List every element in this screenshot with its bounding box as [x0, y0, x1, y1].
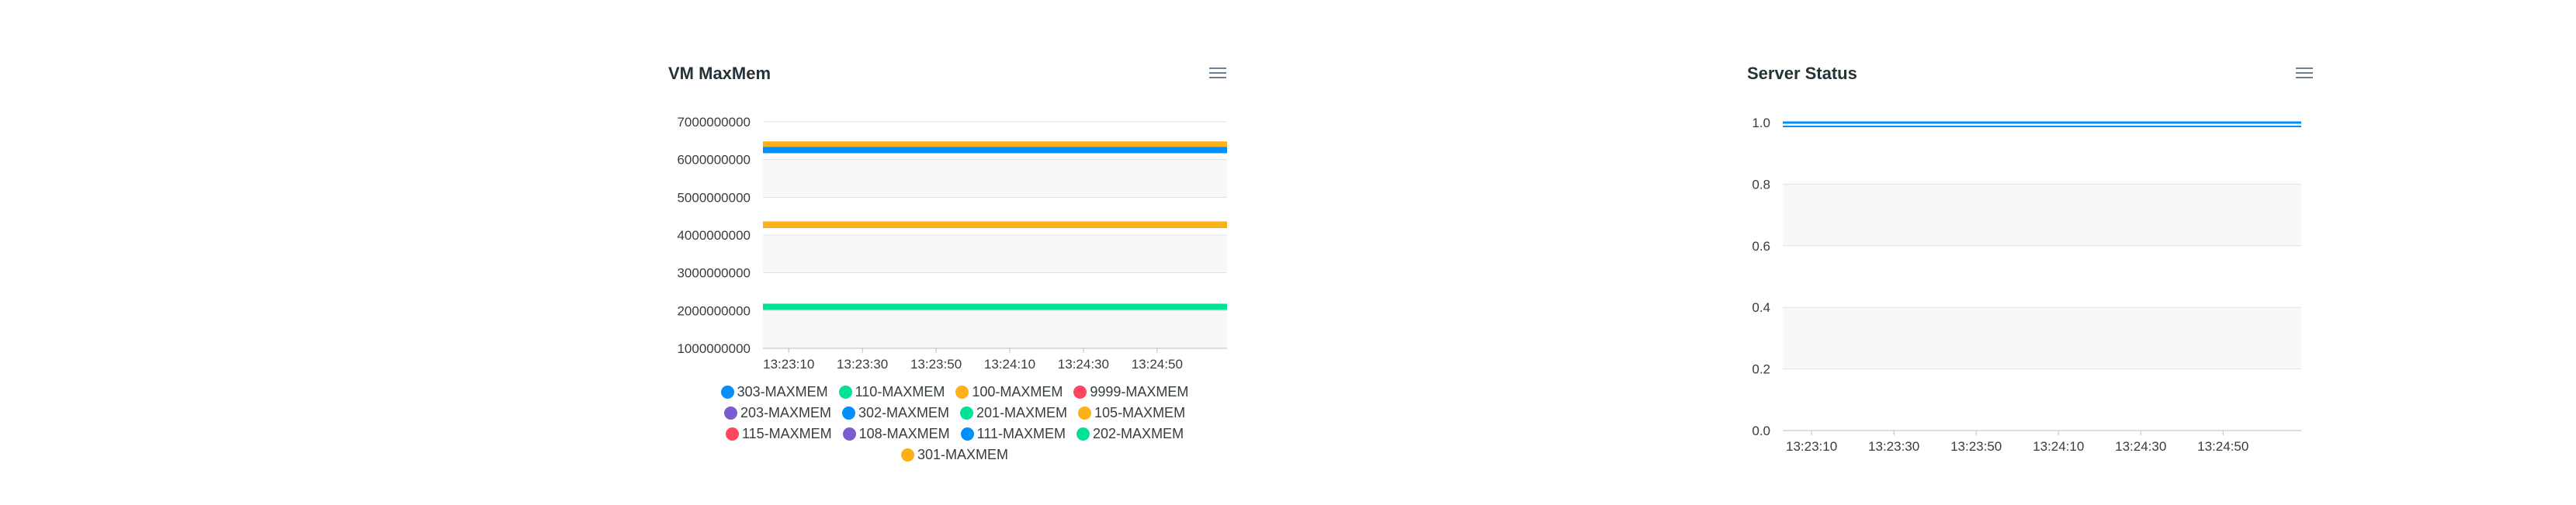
- y-tick-label: 4000000000: [677, 228, 751, 243]
- legend-marker-icon: [960, 406, 973, 420]
- legend-item[interactable]: 201-MAXMEM: [960, 403, 1067, 424]
- grid-band: [763, 235, 1227, 273]
- legend-item[interactable]: 302-MAXMEM: [841, 403, 949, 424]
- grid-band: [763, 310, 1227, 348]
- legend-label: 111-MAXMEM: [976, 426, 1066, 441]
- hamburger-menu-icon[interactable]: [1209, 67, 1226, 80]
- legend-marker-icon: [1073, 386, 1087, 399]
- y-tick-label: 0.4: [1752, 300, 1770, 315]
- x-tick-label: 13:23:10: [763, 357, 814, 372]
- legend-marker-icon: [960, 427, 974, 441]
- legend-item[interactable]: 9999-MAXMEM: [1073, 382, 1188, 403]
- x-tick-label: 13:23:30: [1868, 439, 1919, 454]
- legend-item[interactable]: 301-MAXMEM: [900, 444, 1009, 465]
- vm-maxmem-chart: VM MaxMem 7000000000 6000000000 5000000000…: [664, 47, 1246, 496]
- legend-marker-icon: [1077, 427, 1090, 441]
- legend-label: 203-MAXMEM: [740, 405, 831, 420]
- legend-label: 105-MAXMEM: [1094, 405, 1186, 420]
- legend-item[interactable]: 111-MAXMEM: [960, 424, 1066, 444]
- legend-label: 108-MAXMEM: [858, 426, 950, 441]
- y-tick-label: 1000000000: [677, 341, 751, 356]
- x-tick-label: 13:24:50: [2197, 439, 2248, 454]
- legend-label: 202-MAXMEM: [1093, 426, 1184, 441]
- chart-title: VM MaxMem: [668, 64, 771, 83]
- x-tick-label: 13:24:30: [2115, 439, 2166, 454]
- legend-label: 301-MAXMEM: [917, 447, 1009, 462]
- chart-title: Server Status: [1747, 64, 1857, 83]
- legend-label: 110-MAXMEM: [855, 384, 945, 400]
- legend-marker-icon: [842, 427, 856, 441]
- legend-marker-icon: [900, 448, 914, 462]
- y-tick-label: 0.6: [1752, 239, 1770, 254]
- legend-item[interactable]: 202-MAXMEM: [1077, 424, 1184, 444]
- legend-item[interactable]: 203-MAXMEM: [723, 403, 831, 424]
- server-status-chart: Server Status 1.0 0.8 0.6 0.4 0.2 0.0 13:23:10…: [1742, 47, 2325, 496]
- vm-maxmem-plot: 7000000000 6000000000 5000000000 4000000000…: [677, 115, 1227, 372]
- y-tick-label: 3000000000: [677, 266, 751, 281]
- y-tick-label: 2000000000: [677, 303, 751, 318]
- grid-band: [1783, 307, 2301, 369]
- y-tick-label: 0.2: [1752, 362, 1770, 377]
- y-tick-label: 0.0: [1752, 424, 1770, 438]
- x-tick-label: 13:24:50: [1132, 357, 1183, 372]
- legend-label: 302-MAXMEM: [858, 405, 949, 420]
- grid-band: [763, 159, 1227, 198]
- legend-label: 100-MAXMEM: [972, 384, 1063, 400]
- legend-item[interactable]: 303-MAXMEM: [720, 382, 828, 403]
- legend-marker-icon: [1078, 406, 1092, 420]
- legend-marker-icon: [841, 406, 855, 420]
- y-tick-label: 0.8: [1752, 177, 1770, 192]
- y-tick-label: 6000000000: [677, 153, 751, 168]
- legend: 303-MAXMEM 110-MAXMEM 100-MAXMEM 9999-MAXME…: [664, 382, 1246, 465]
- x-tick-label: 13:23:50: [1950, 439, 2002, 454]
- x-tick-label: 13:24:10: [984, 357, 1035, 372]
- legend-item[interactable]: 115-MAXMEM: [725, 424, 832, 444]
- x-tick-label: 13:23:30: [837, 357, 888, 372]
- hamburger-menu-icon[interactable]: [2296, 67, 2313, 80]
- legend-marker-icon: [720, 386, 734, 399]
- legend-item[interactable]: 105-MAXMEM: [1078, 403, 1185, 424]
- y-tick-label: 1.0: [1752, 116, 1770, 130]
- legend-item[interactable]: 108-MAXMEM: [842, 424, 950, 444]
- legend-item[interactable]: 110-MAXMEM: [838, 382, 945, 403]
- legend-label: 303-MAXMEM: [737, 384, 828, 400]
- x-tick-label: 13:24:10: [2033, 439, 2084, 454]
- server-status-plot: 1.0 0.8 0.6 0.4 0.2 0.0 13:23:10 13:23:30 13:23:…: [1752, 116, 2301, 454]
- x-tick-label: 13:23:10: [1786, 439, 1837, 454]
- y-tick-label: 5000000000: [677, 190, 751, 205]
- grid-band: [1783, 184, 2301, 246]
- legend-marker-icon: [723, 406, 737, 420]
- legend-marker-icon: [838, 386, 852, 399]
- legend-marker-icon: [725, 427, 739, 441]
- y-tick-label: 7000000000: [677, 115, 751, 130]
- x-tick-label: 13:23:50: [910, 357, 962, 372]
- legend-item[interactable]: 100-MAXMEM: [955, 382, 1063, 403]
- legend-label: 9999-MAXMEM: [1090, 384, 1189, 400]
- legend-label: 115-MAXMEM: [741, 426, 832, 441]
- x-tick-label: 13:24:30: [1058, 357, 1109, 372]
- legend-marker-icon: [955, 386, 969, 399]
- legend-label: 201-MAXMEM: [976, 405, 1068, 420]
